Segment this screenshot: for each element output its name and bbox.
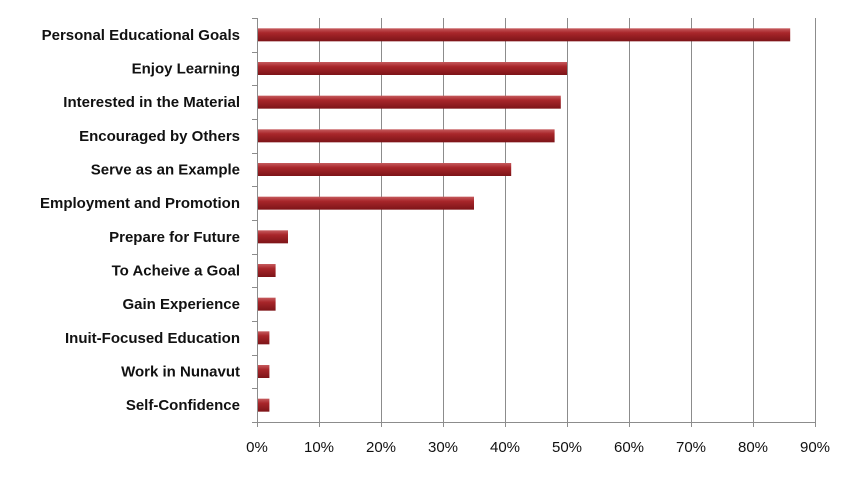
category-label: Work in Nunavut [121, 364, 240, 381]
category-label: Employment and Promotion [40, 195, 240, 212]
bar-to-acheive-a-goal [257, 264, 276, 277]
x-tick-label: 50% [552, 439, 582, 456]
x-tick-label: 30% [428, 439, 458, 456]
x-tick-label: 90% [800, 439, 830, 456]
x-tick-labels: 0% 10% 20% 30% 40% 50% 60% 70% 80% 90% [246, 439, 830, 456]
category-label: Inuit-Focused Education [65, 330, 240, 347]
category-label: Interested in the Material [63, 94, 240, 111]
category-label: To Acheive a Goal [112, 263, 240, 280]
axes [252, 18, 816, 427]
bars [257, 28, 791, 412]
bar-personal-educational-goals [257, 28, 791, 42]
bar-encouraged-by-others [257, 129, 555, 143]
x-tick-label: 0% [246, 439, 268, 456]
category-label: Personal Educational Goals [42, 27, 240, 44]
bar-employment-and-promotion [257, 196, 474, 210]
bar-work-in-nunavut [257, 365, 270, 378]
category-labels: Personal Educational Goals Enjoy Learning… [40, 27, 240, 414]
category-label: Enjoy Learning [132, 61, 240, 78]
category-label: Encouraged by Others [79, 128, 240, 145]
x-tick-label: 80% [738, 439, 768, 456]
category-label: Gain Experience [122, 296, 240, 313]
category-label: Serve as an Example [91, 162, 240, 179]
x-tick-label: 20% [366, 439, 396, 456]
x-tick-label: 40% [490, 439, 520, 456]
x-tick-label: 10% [304, 439, 334, 456]
bar-prepare-for-future [257, 230, 288, 244]
bar-self-confidence [257, 398, 270, 412]
bar-interested-in-the-material [257, 95, 561, 109]
gridlines [319, 18, 816, 422]
bar-gain-experience [257, 297, 276, 311]
x-tick-label: 60% [614, 439, 644, 456]
bar-serve-as-an-example [257, 163, 512, 176]
x-tick-label: 70% [676, 439, 706, 456]
bar-inuit-focused-education [257, 331, 270, 345]
bar-enjoy-learning [257, 62, 567, 75]
category-label: Prepare for Future [109, 229, 240, 246]
category-label: Self-Confidence [126, 397, 240, 414]
